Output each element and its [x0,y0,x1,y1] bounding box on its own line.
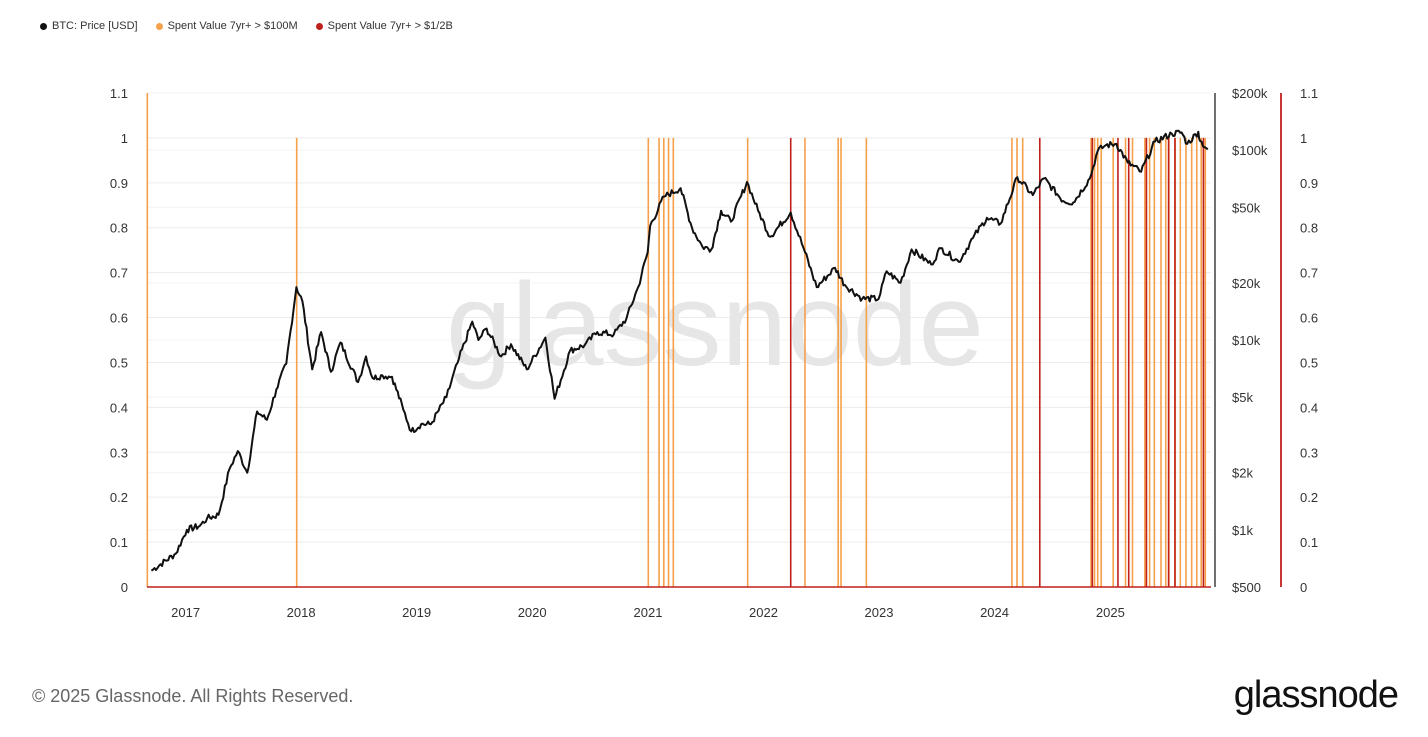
y-left-tick-label: 0.9 [110,176,128,191]
chart-legend: BTC: Price [USD] Spent Value 7yr+ > $100… [40,20,453,32]
y-left-tick-label: 1.1 [110,86,128,101]
y-price-tick-label: $2k [1232,466,1253,481]
x-tick-label: 2021 [634,605,663,620]
y-left-tick-label: 0.2 [110,490,128,505]
chart-canvas[interactable]: glassnode 0 0.1 0.2 0.3 0.4 0.5 0.6 0.7 0.8 0.9 1 1… [0,0,1428,660]
x-tick-label: 2019 [402,605,431,620]
legend-label-spent-100m: Spent Value 7yr+ > $100M [167,20,298,32]
brand-logo[interactable]: glassnode [1233,674,1399,716]
y-price-tick-label: $1k [1232,523,1253,538]
y-right-tick-label: 1 [1300,131,1307,146]
chart-axes: 0 0.1 0.2 0.3 0.4 0.5 0.6 0.7 0.8 0.9 1 1.1 $500 $1k $… [110,86,1318,620]
legend-dot-btc-price [40,22,47,30]
y-right-tick-label: 0.9 [1300,176,1318,191]
y-right-tick-label: 0.8 [1300,221,1318,236]
y-price-tick-label: $500 [1232,580,1261,595]
watermark: glassnode [446,259,984,391]
y-left-tick-label: 0.3 [110,445,128,460]
chart-grid [147,92,1211,588]
x-tick-label: 2024 [980,605,1009,620]
y-left-tick-label: 0.6 [110,311,128,326]
x-tick-label: 2018 [287,605,316,620]
y-left-tick-label: 1 [121,131,128,146]
x-tick-label: 2023 [865,605,894,620]
y-left-tick-label: 0 [121,580,128,595]
y-price-tick-label: $50k [1232,200,1261,215]
y-left-tick-label: 0.8 [110,221,128,236]
y-left-tick-label: 0.5 [110,355,128,370]
legend-dot-spent-half-b [315,22,323,30]
y-left-tick-label: 0.1 [110,535,128,550]
y-right-tick-label: 0.3 [1300,445,1318,460]
y-right-tick-label: 0.7 [1300,266,1318,281]
x-tick-label: 2020 [518,605,547,620]
legend-label-btc-price: BTC: Price [USD] [52,20,138,32]
y-price-tick-label: $5k [1232,390,1253,405]
y-right-tick-label: 0.5 [1300,355,1318,370]
y-right-tick-label: 0.6 [1300,311,1318,326]
y-left-tick-label: 0.4 [110,400,128,415]
legend-item-spent-100m[interactable]: Spent Value 7yr+ > $100M [155,20,298,32]
y-right-tick-label: 0 [1300,580,1307,595]
y-right-tick-label: 0.4 [1300,400,1318,415]
legend-dot-spent-100m [155,22,163,30]
y-price-tick-label: $20k [1232,276,1261,291]
event-markers [146,93,1207,587]
x-tick-label: 2022 [749,605,778,620]
btc-price-line [150,129,1209,572]
price-series [150,129,1209,572]
y-price-tick-label: $100k [1232,143,1268,158]
y-right-tick-label: 0.2 [1300,490,1318,505]
y-right-tick-label: 1.1 [1300,86,1318,101]
y-right-tick-label: 0.1 [1300,535,1318,550]
copyright-text: © 2025 Glassnode. All Rights Reserved. [32,686,354,706]
legend-item-btc-price[interactable]: BTC: Price [USD] [40,20,138,32]
y-left-tick-label: 0.7 [110,266,128,281]
legend-label-spent-half-b: Spent Value 7yr+ > $1/2B [327,20,453,32]
y-price-tick-label: $10k [1232,333,1261,348]
legend-item-spent-half-b[interactable]: Spent Value 7yr+ > $1/2B [315,20,453,32]
x-tick-label: 2017 [171,605,200,620]
x-tick-label: 2025 [1096,605,1125,620]
y-price-tick-label: $200k [1232,86,1268,101]
